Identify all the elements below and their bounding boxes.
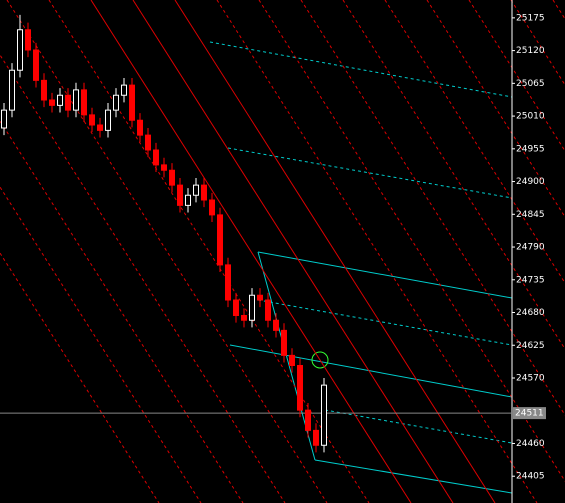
channel-line: [257, 251, 513, 299]
y-tick-label: 25010: [516, 112, 545, 122]
candle-body: [17, 29, 23, 71]
candle-body: [313, 429, 319, 446]
candle-body: [177, 184, 183, 206]
candle-body: [209, 199, 215, 216]
y-tick-label: 24680: [516, 308, 545, 318]
candle-body: [201, 184, 207, 201]
candle-body: [185, 194, 191, 206]
candle-body: [265, 299, 271, 321]
candle-body: [225, 264, 231, 301]
current-price-box: [513, 407, 546, 420]
candle-body: [41, 79, 47, 101]
candle-body: [49, 99, 55, 106]
candle-body: [97, 124, 103, 131]
candle-body: [273, 319, 279, 331]
candle-body: [137, 119, 143, 136]
current-price-label: 24511: [515, 409, 544, 419]
candle-body: [89, 114, 95, 126]
y-tick-label: 24625: [516, 341, 545, 351]
candle-body: [289, 354, 295, 366]
fan-line: [90, 0, 412, 503]
y-tick-label: 24570: [516, 373, 545, 383]
y-tick-label: 24845: [516, 210, 545, 220]
candle-body: [81, 89, 87, 116]
candle-body: [9, 69, 15, 111]
y-tick-label: 24900: [516, 177, 545, 187]
channel-line: [209, 41, 513, 98]
y-tick-label: 24955: [516, 144, 545, 154]
candle-body: [321, 384, 327, 446]
candle-body: [281, 329, 287, 356]
candle-body: [33, 49, 39, 81]
candle-body: [241, 314, 247, 321]
y-tick-label: 25175: [516, 13, 545, 23]
candle-body: [217, 214, 223, 266]
candle-body: [25, 29, 31, 51]
candle-body: [305, 409, 311, 431]
fan-line: [0, 54, 286, 503]
fan-line: [6, 0, 328, 503]
candle-body: [153, 149, 159, 166]
y-tick-label: 25120: [516, 46, 545, 56]
candle-body: [193, 184, 199, 196]
fan-line: [552, 0, 565, 20]
channel-line: [229, 344, 513, 398]
candle-body: [257, 294, 263, 301]
channel-line: [314, 459, 513, 494]
fan-line: [216, 0, 538, 503]
candle-body: [57, 94, 63, 106]
candle-body: [105, 109, 111, 131]
fan-line: [0, 252, 160, 503]
fan-line: [0, 186, 202, 503]
candle-body: [169, 169, 175, 186]
candle-body: [161, 164, 167, 171]
channel-line: [257, 299, 513, 346]
fan-line: [132, 0, 454, 503]
y-tick-label: 24735: [516, 275, 545, 285]
y-tick-label: 24790: [516, 243, 545, 253]
highlight-circle: [311, 351, 329, 369]
candle-body: [249, 294, 255, 321]
fan-line: [174, 0, 496, 503]
y-tick-label: 25065: [516, 79, 545, 89]
candle-body: [73, 89, 79, 111]
candle-body: [65, 94, 71, 111]
candle-body: [113, 94, 119, 111]
candle-body: [129, 84, 135, 121]
y-tick-label: 24405: [516, 472, 545, 482]
channel-line: [227, 147, 513, 199]
candle-body: [121, 84, 127, 96]
candle-body: [297, 364, 303, 411]
channel-line: [324, 409, 513, 444]
candle-body: [233, 299, 239, 316]
candle-body: [1, 109, 7, 129]
candle-body: [145, 134, 151, 151]
y-tick-label: 24460: [516, 439, 545, 449]
